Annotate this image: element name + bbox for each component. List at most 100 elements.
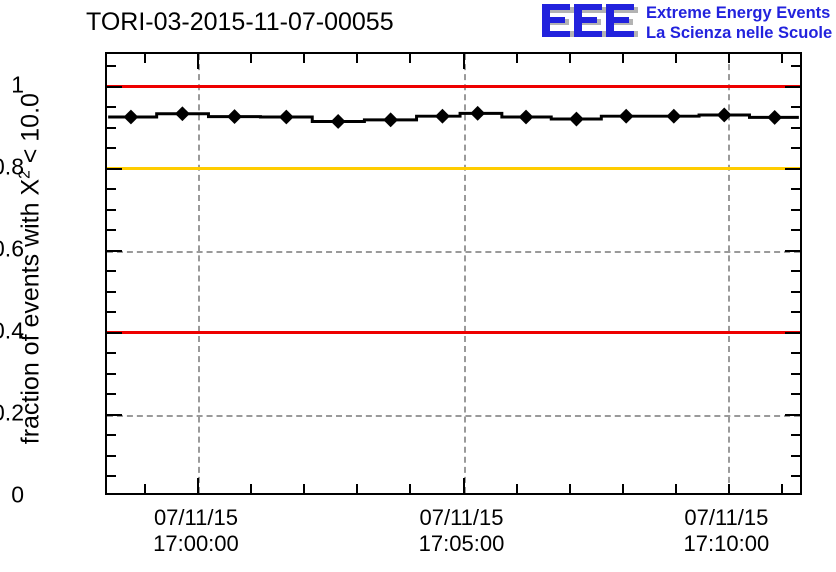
x-tick-minor-top	[303, 54, 306, 63]
y-tick-label: 1	[11, 71, 24, 98]
logo-line-1: Extreme Energy Events	[646, 4, 831, 22]
data-point-marker	[278, 109, 294, 125]
y-tick-minor-right	[791, 372, 800, 375]
data-point-marker	[330, 114, 346, 129]
y-tick-minor-right	[791, 311, 800, 314]
y-tick-label: 0.6	[0, 235, 24, 262]
y-tick-minor	[107, 352, 116, 355]
x-tick-minor	[515, 484, 518, 493]
x-tick-label: 07/11/15 17:10:00	[684, 505, 770, 557]
y-tick-minor	[107, 434, 116, 437]
y-tick-label: 0.4	[0, 317, 24, 344]
x-tick-major	[462, 478, 465, 493]
x-tick-label: 07/11/15 17:05:00	[419, 505, 505, 557]
x-tick-minor-top	[356, 54, 359, 63]
x-tick-minor-top	[568, 54, 571, 63]
y-tick-minor-right	[791, 270, 800, 273]
x-tick-label-date: 07/11/15	[419, 505, 504, 530]
y-tick-minor	[107, 372, 116, 375]
y-tick-minor	[107, 126, 116, 129]
y-tick-major	[107, 167, 122, 170]
y-tick-minor	[107, 454, 116, 457]
x-tick-label: 07/11/15 17:00:00	[153, 505, 239, 557]
x-tick-major-top	[196, 54, 199, 69]
data-point-marker	[174, 106, 190, 122]
x-tick-minor	[568, 484, 571, 493]
x-tick-minor	[356, 484, 359, 493]
y-tick-minor	[107, 188, 116, 191]
x-tick-minor	[674, 484, 677, 493]
vertical-gridline	[728, 54, 731, 493]
data-point-marker	[227, 109, 242, 125]
y-tick-minor-right	[791, 65, 800, 68]
data-point-marker	[569, 111, 584, 127]
y-tick-minor	[107, 393, 116, 396]
page-title: TORI-03-2015-11-07-00055	[86, 8, 394, 36]
yellow-threshold	[107, 167, 800, 171]
eee-logo: Extreme Energy Events La Scienza nelle S…	[534, 2, 834, 46]
x-tick-label-date: 07/11/15	[153, 505, 238, 530]
y-tick-major-right	[785, 413, 800, 416]
eee-logo-mark	[542, 4, 638, 37]
y-tick-minor-right	[791, 208, 800, 211]
plot-area	[105, 52, 802, 495]
x-tick-minor-top	[409, 54, 412, 63]
y-tick-minor-right	[791, 454, 800, 457]
x-tick-minor-top	[728, 54, 731, 63]
y-tick-minor-right	[791, 229, 800, 232]
y-axis-label: fraction of events with X2 < 10.0	[16, 34, 45, 504]
series-line	[108, 111, 799, 123]
x-tick-minor	[621, 484, 624, 493]
y-tick-minor-right	[791, 106, 800, 109]
y-tick-minor-right	[791, 393, 800, 396]
horizontal-gridline	[107, 250, 800, 253]
upper-red-threshold	[107, 85, 800, 89]
y-tick-minor-right	[791, 352, 800, 355]
x-tick-label-date: 07/11/15	[684, 505, 769, 530]
x-tick-minor-top	[674, 54, 677, 63]
y-tick-minor-right	[791, 126, 800, 129]
data-point-marker	[518, 109, 534, 125]
x-tick-minor-top	[515, 54, 518, 63]
x-tick-label-time: 17:05:00	[418, 531, 505, 556]
logo-text: Extreme Energy Events La Scienza nelle S…	[646, 3, 832, 43]
x-tick-minor-top	[250, 54, 253, 63]
x-tick-minor	[303, 484, 306, 493]
x-tick-minor-top	[621, 54, 624, 63]
y-tick-minor	[107, 270, 116, 273]
logo-line-2: La Scienza nelle Scuole	[646, 24, 833, 42]
x-tick-minor-top	[143, 54, 146, 63]
lower-red-threshold	[107, 331, 800, 335]
y-tick-minor	[107, 290, 116, 293]
y-tick-minor-right	[791, 147, 800, 150]
data-point-marker	[618, 108, 634, 124]
y-tick-major	[107, 413, 122, 416]
data-point-marker	[123, 109, 139, 125]
y-tick-minor	[107, 106, 116, 109]
y-tick-major	[107, 249, 122, 252]
x-tick-minor-top	[781, 54, 784, 63]
y-tick-minor	[107, 311, 116, 314]
y-tick-major	[107, 331, 122, 334]
y-tick-label: 0	[11, 481, 24, 508]
y-tick-major	[107, 85, 122, 88]
y-tick-minor	[107, 65, 116, 68]
y-tick-major-right	[785, 167, 800, 170]
y-tick-label: 0.8	[0, 153, 24, 180]
horizontal-gridline	[107, 414, 800, 417]
y-tick-label: 0.2	[0, 399, 24, 426]
x-tick-label-time: 17:10:00	[683, 531, 770, 556]
data-point-marker	[435, 108, 450, 124]
y-tick-minor-right	[791, 475, 800, 478]
y-tick-minor	[107, 147, 116, 150]
data-point-marker	[383, 112, 399, 128]
vertical-gridline	[197, 54, 200, 493]
y-tick-minor	[107, 475, 116, 478]
vertical-gridline	[463, 54, 466, 493]
x-tick-major	[196, 478, 199, 493]
plot-inner	[107, 54, 800, 493]
data-point-marker	[470, 105, 486, 121]
y-tick-major-right	[785, 85, 800, 88]
x-tick-minor	[781, 484, 784, 493]
